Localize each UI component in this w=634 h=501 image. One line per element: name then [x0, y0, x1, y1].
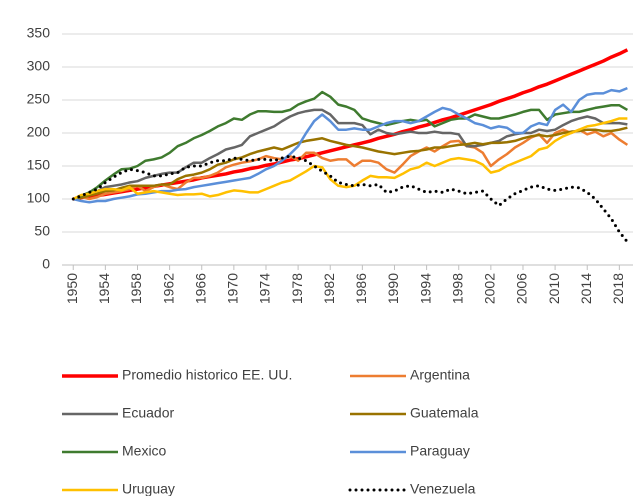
- legend-label: Guatemala: [410, 405, 479, 421]
- series-line: [73, 126, 628, 201]
- x-tick-label: 2002: [482, 273, 498, 304]
- legend-label: Argentina: [410, 367, 470, 383]
- x-tick-label: 1966: [192, 273, 208, 304]
- y-tick-label: 50: [34, 223, 50, 239]
- series-line: [72, 117, 628, 201]
- x-tick-label: 1970: [225, 273, 241, 304]
- legend-label: Mexico: [122, 443, 167, 459]
- legend-label: Paraguay: [410, 443, 470, 459]
- y-tick-label: 0: [42, 256, 50, 272]
- series-line: [72, 108, 628, 201]
- legend-label: Ecuador: [122, 405, 174, 421]
- x-tick-label: 1958: [128, 273, 144, 304]
- series-line: [72, 90, 629, 201]
- x-tick-label: 2006: [514, 273, 530, 304]
- y-tick-label: 150: [27, 157, 51, 173]
- y-tick-label: 300: [27, 58, 51, 74]
- plot-area: [71, 48, 629, 244]
- legend-label: Promedio historico EE. UU.: [122, 367, 292, 383]
- x-tick-label: 1974: [257, 273, 273, 304]
- legend-label: Venezuela: [410, 481, 476, 496]
- x-tick-label: 1962: [160, 273, 176, 304]
- series-line: [72, 128, 629, 201]
- legend-label: Uruguay: [122, 481, 175, 496]
- x-tick-label: 1990: [385, 273, 401, 304]
- x-tick-label: 1954: [96, 273, 112, 304]
- x-tick-label: 2010: [546, 273, 562, 304]
- series-line: [72, 86, 628, 204]
- x-tick-label: 1994: [417, 273, 433, 304]
- series-line: [71, 154, 629, 244]
- y-tick-label: 200: [27, 124, 51, 140]
- x-tick-label: 2014: [578, 273, 594, 304]
- x-tick-label: 1986: [353, 273, 369, 304]
- x-tick-label: 1978: [289, 273, 305, 304]
- x-tick-label: 1982: [321, 273, 337, 304]
- y-tick-label: 250: [27, 91, 51, 107]
- x-tick-label: 2018: [610, 273, 626, 304]
- y-tick-label: 100: [27, 190, 51, 206]
- x-tick-label: 1950: [64, 273, 80, 304]
- y-tick-label: 350: [27, 25, 51, 41]
- x-tick-label: 1998: [449, 273, 465, 304]
